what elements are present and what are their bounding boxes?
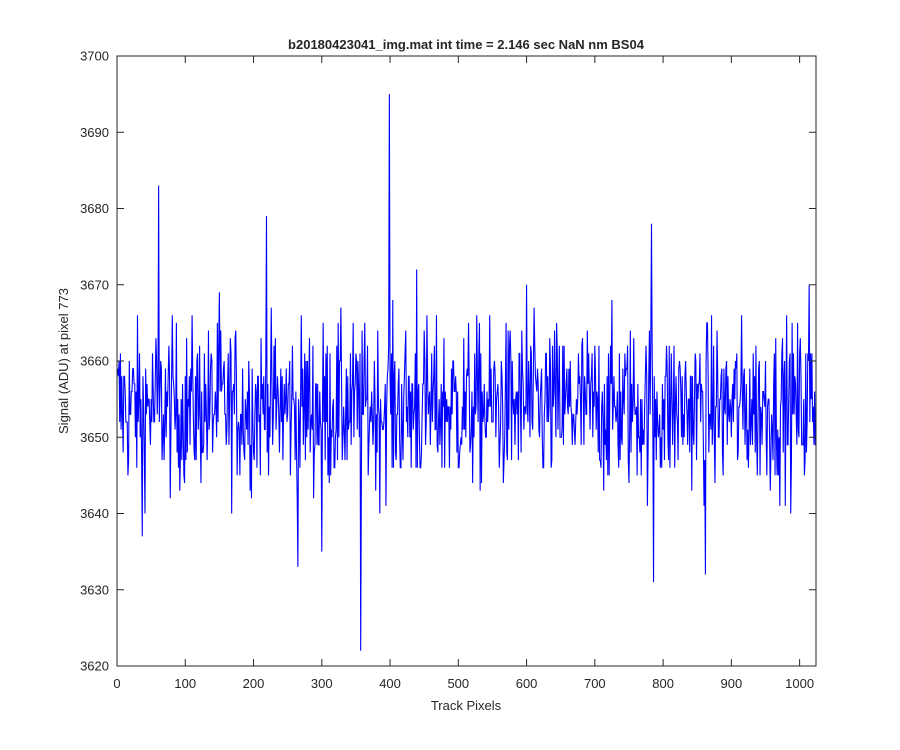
y-tick-label: 3700 — [80, 49, 109, 64]
series-layer — [117, 94, 816, 651]
x-axis-label: Track Pixels — [431, 698, 502, 713]
y-tick-label: 3670 — [80, 277, 109, 292]
x-tick-label: 1000 — [785, 676, 814, 691]
y-tick-label: 3620 — [80, 659, 109, 674]
x-axis: 0 100 200 300 400 500 600 700 800 900 1000 — [113, 56, 814, 691]
x-tick-label: 600 — [516, 676, 538, 691]
y-axis: 3620 3630 3640 3650 3660 3670 3680 3690 3700 — [80, 49, 816, 674]
y-tick-label: 3660 — [80, 354, 109, 369]
y-tick-label: 3630 — [80, 582, 109, 597]
x-tick-label: 700 — [584, 676, 606, 691]
chart-title: b20180423041_img.mat int time = 2.146 se… — [288, 37, 645, 52]
y-tick-label: 3690 — [80, 125, 109, 140]
x-tick-label: 300 — [311, 676, 333, 691]
y-tick-label: 3680 — [80, 201, 109, 216]
x-tick-label: 900 — [721, 676, 743, 691]
y-tick-label: 3640 — [80, 506, 109, 521]
x-tick-label: 0 — [113, 676, 120, 691]
series-line — [117, 94, 816, 651]
x-tick-label: 100 — [174, 676, 196, 691]
y-axis-label: Signal (ADU) at pixel 773 — [56, 288, 71, 434]
x-tick-label: 500 — [447, 676, 469, 691]
x-tick-label: 800 — [652, 676, 674, 691]
x-tick-label: 400 — [379, 676, 401, 691]
x-tick-label: 200 — [243, 676, 265, 691]
y-tick-label: 3650 — [80, 430, 109, 445]
